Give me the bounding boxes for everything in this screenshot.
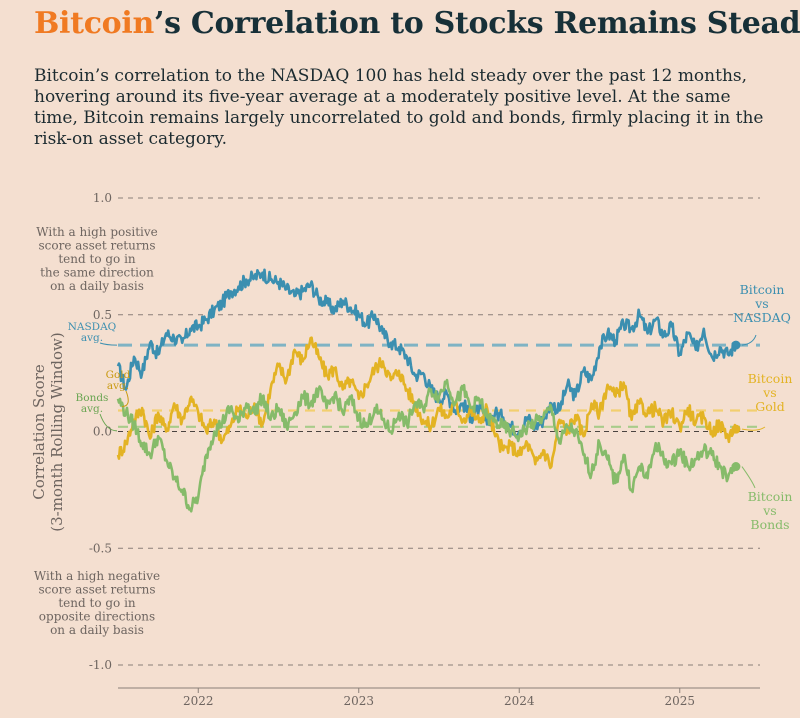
- series-label-line: Gold: [755, 399, 785, 414]
- series-label-line: vs: [754, 296, 768, 311]
- chart-subtitle: Bitcoin’s correlation to the NASDAQ 100 …: [34, 66, 764, 149]
- series-label-line: NASDAQ: [733, 310, 791, 325]
- series-end-dot: [731, 462, 741, 472]
- series-label-line: Bitcoin: [748, 371, 793, 386]
- gold-avg-label-arrow: [121, 390, 129, 407]
- avg-label-line: avg.: [81, 332, 103, 344]
- y-tick-label: -1.0: [89, 658, 112, 672]
- note-line: tend to go in: [58, 596, 136, 610]
- note-line: on a daily basis: [50, 279, 144, 293]
- nasdaq-avg-label: NASDAQ avg.: [68, 321, 117, 344]
- note-line: the same direction: [40, 266, 154, 280]
- avg-label-line: Bonds: [76, 392, 109, 404]
- note-line: score asset returns: [39, 583, 156, 597]
- series-line-bitcoin-vs-nasdaq: [116, 268, 738, 438]
- title-rest: ’s Correlation to Stocks Remains Steady: [154, 6, 800, 41]
- y-tick-label: 0.5: [93, 308, 112, 322]
- avg-label-line: avg.: [81, 403, 103, 415]
- x-tick-label: 2023: [343, 694, 374, 708]
- series-label-bitcoin-vs-gold: Bitcoin vs Gold: [748, 371, 793, 414]
- note-line: tend to go in: [58, 252, 136, 266]
- avg-label-line: Gold: [106, 369, 131, 381]
- gold-avg-label: Gold avg.: [106, 369, 131, 392]
- avg-label-line: NASDAQ: [68, 321, 117, 333]
- series-label-arrow: [741, 466, 756, 489]
- negative-score-note: With a high negative score asset returns t…: [34, 569, 160, 637]
- series-label-line: vs: [762, 385, 776, 400]
- y-axis-label-line: (3-month Rolling Window): [48, 332, 66, 532]
- y-tick-label: -0.5: [89, 541, 112, 555]
- chart-title: Bitcoin’s Correlation to Stocks Remains …: [34, 6, 800, 41]
- positive-score-note: With a high positive score asset returns t…: [36, 225, 158, 293]
- x-tick-label: 2024: [504, 694, 535, 708]
- note-line: opposite directions: [39, 610, 155, 624]
- series-label-arrow: [741, 334, 757, 346]
- x-tick-label: 2022: [183, 694, 214, 708]
- y-axis-label: Correlation Score(3-month Rolling Window…: [30, 332, 66, 532]
- series-line-bitcoin-vs-gold: [116, 336, 738, 470]
- note-line: With a high negative: [34, 569, 160, 583]
- y-tick-label: 1.0: [93, 191, 112, 205]
- series-lines: [116, 268, 741, 513]
- title-accent: Bitcoin: [34, 6, 154, 41]
- series-label-line: vs: [762, 503, 776, 518]
- note-line: score asset returns: [39, 239, 156, 253]
- nasdaq-avg-label-arrow: [99, 342, 118, 346]
- series-end-dot: [731, 340, 741, 350]
- grid-layer: [118, 197, 760, 666]
- bonds-avg-label: Bonds avg.: [76, 392, 109, 415]
- series-label-line: Bonds: [750, 517, 789, 532]
- note-line: on a daily basis: [50, 623, 144, 637]
- series-line-bitcoin-vs-bonds: [116, 378, 737, 513]
- annotations: Correlation Score(3-month Rolling Window…: [30, 225, 160, 637]
- series-label-bitcoin-vs-nasdaq: Bitcoin vs NASDAQ: [733, 282, 791, 325]
- x-tick-label: 2025: [664, 694, 695, 708]
- series-label-line: Bitcoin: [740, 282, 785, 297]
- y-tick-label: 0.0: [93, 425, 112, 439]
- note-line: With a high positive: [36, 225, 158, 239]
- series-labels: NASDAQ avg.Gold avg.Bonds avg.Bitcoin vs NASD…: [68, 282, 793, 532]
- series-label-bitcoin-vs-bonds: Bitcoin vs Bonds: [748, 489, 793, 532]
- tick-labels: 1.0 0.5 0.0 -0.5 -1.0 2022 2023 2024 2025: [89, 191, 695, 708]
- series-label-line: Bitcoin: [748, 489, 793, 504]
- series-end-dot: [731, 424, 741, 434]
- y-axis-label-line: Correlation Score: [30, 364, 48, 500]
- bonds-avg-label-arrow: [99, 413, 118, 432]
- avg-label-line: avg.: [107, 380, 129, 392]
- series-label-arrow: [741, 426, 766, 431]
